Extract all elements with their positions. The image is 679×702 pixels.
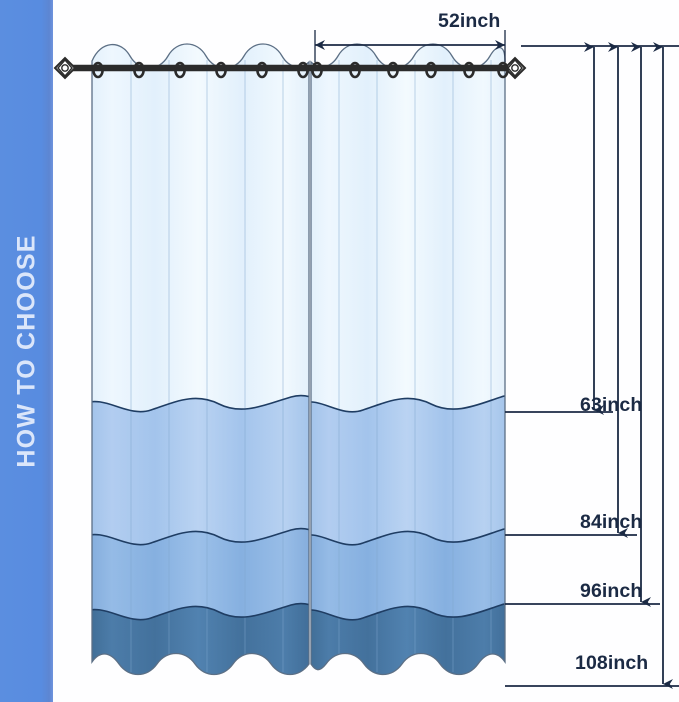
dimension-label-63inch: 63inch [580,394,643,416]
grommets-left [92,61,309,79]
height-dimension-lines [584,42,673,689]
panel-right-band-lightest [311,44,505,420]
finial-left-icon [53,56,77,80]
curtain-diagram-svg [53,30,679,689]
curtain-diagram-stage: 52inch 63inch 84inch 96inch 108inch [53,0,679,702]
panel-left-band-lightest [92,44,309,420]
grommets-right [311,61,509,79]
panel-right-band-edges [311,394,505,621]
dimension-label-52inch: 52inch [438,10,501,32]
curtain-panel-left [92,44,309,675]
curtain-panel-right [311,44,505,675]
panel-left-band-dark [92,603,309,675]
panel-left-band-edges [92,394,309,621]
banner-label: HOW TO CHOOSE [12,234,40,468]
panel-left-folds [130,60,284,672]
dimension-label-96inch: 96inch [580,580,643,602]
dimension-label-108inch: 108inch [575,652,649,674]
panel-right-band-dark [311,603,505,675]
panel-right-outline [310,43,506,676]
width-dimension-52inch [314,30,506,62]
panel-right-folds [338,60,492,672]
how-to-choose-banner: HOW TO CHOOSE [0,0,53,702]
panel-left-outline [91,43,310,676]
dimension-label-84inch: 84inch [580,511,643,533]
finial-right-icon [503,56,527,80]
